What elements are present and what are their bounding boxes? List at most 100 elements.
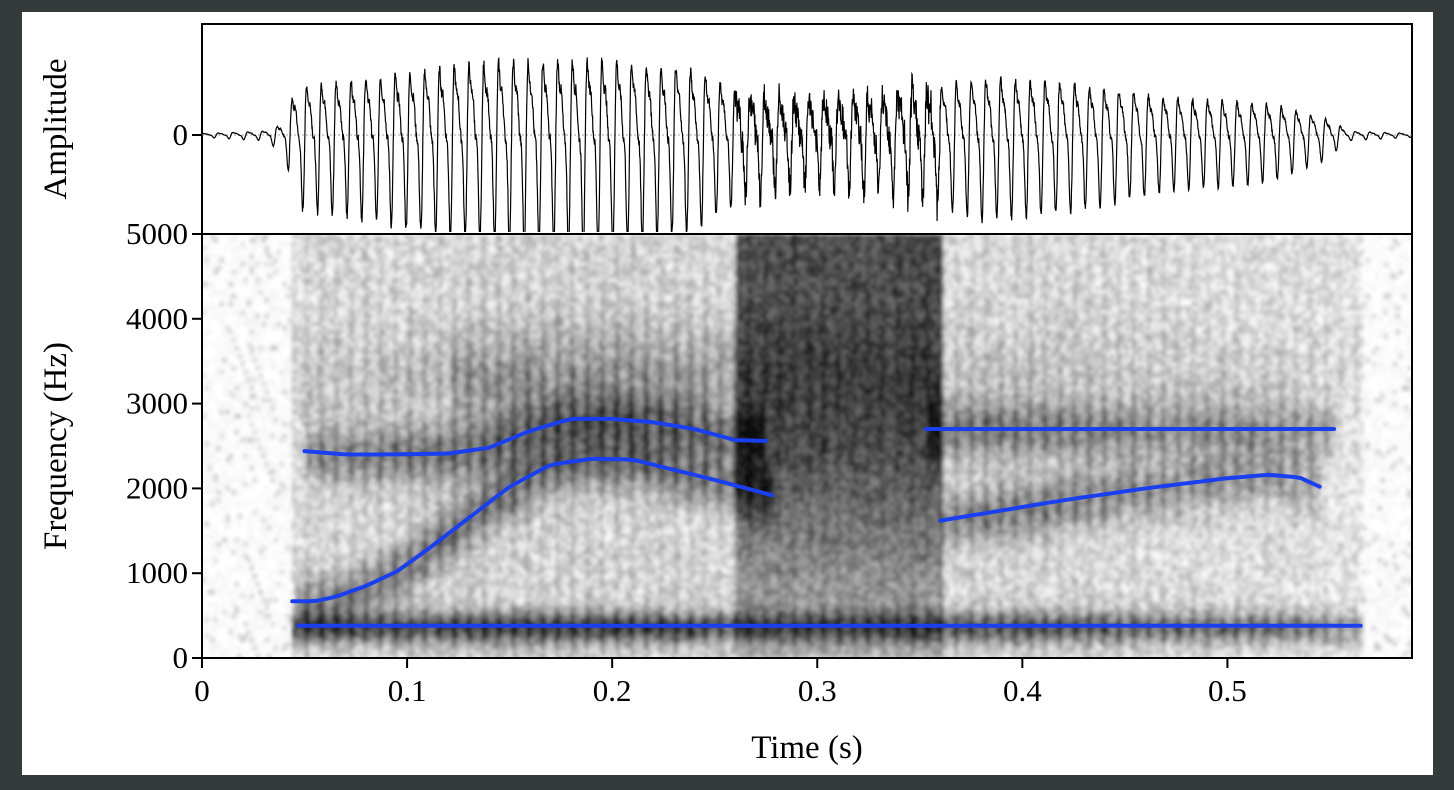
spectrogram-cell (292, 494, 296, 499)
spectrogram-cell (373, 266, 377, 271)
spectrogram-cell (298, 254, 302, 259)
spectrogram-cell (295, 610, 299, 615)
spectrogram-cell (262, 290, 266, 295)
spectrogram-cell (229, 338, 233, 343)
spectrogram-cell (331, 542, 335, 547)
spectrogram-cell (334, 430, 338, 435)
spectrogram-cell (277, 654, 281, 658)
spectrogram-cell (304, 566, 308, 571)
spectrogram-cell (319, 362, 323, 367)
spectrogram-cell (328, 266, 332, 271)
spectrogram-cell (313, 558, 317, 563)
spectrogram-cell (331, 398, 335, 403)
spectrogram-cell (226, 486, 230, 491)
spectrogram-cell (358, 294, 362, 299)
spectrogram-cell (313, 554, 317, 559)
spectrogram-cell (337, 250, 341, 255)
spectrogram-cell (331, 470, 335, 475)
spectrogram-cell (241, 262, 245, 267)
spectrogram-cell (328, 498, 332, 503)
spectrogram-cell (343, 346, 347, 351)
spectrogram-cell (247, 462, 251, 467)
spectrogram-cell (274, 430, 278, 435)
spectrogram-cell (202, 578, 206, 583)
spectrogram-cell (334, 438, 338, 443)
spectrogram-cell (322, 626, 326, 631)
spectrogram-cell (313, 282, 317, 287)
spectrogram-cell (214, 374, 218, 379)
spectrogram-cell (316, 390, 320, 395)
spectrogram-cell (331, 382, 335, 387)
spectrogram-cell (253, 310, 257, 315)
spectrogram-cell (223, 450, 227, 455)
spectrogram-cell (292, 578, 296, 583)
spectrogram-cell (343, 358, 347, 363)
spectrogram-cell (214, 442, 218, 447)
spectrogram-cell (265, 526, 269, 531)
spectrogram-cell (247, 318, 251, 323)
spectrogram-cell (295, 534, 299, 539)
spectrogram-cell (328, 554, 332, 559)
spectrogram-cell (316, 582, 320, 587)
spectrogram-cell (244, 318, 248, 323)
spectrogram-cell (325, 430, 329, 435)
spectrogram-cell (325, 578, 329, 583)
spectrogram-cell (325, 490, 329, 495)
spectrogram-cell (328, 294, 332, 299)
spectrogram-cell (304, 402, 308, 407)
spectrogram-cell (238, 418, 242, 423)
spectrogram-cell (325, 530, 329, 535)
spectrogram-cell (292, 630, 296, 635)
spectrogram-cell (298, 350, 302, 355)
spectrogram-cell (298, 410, 302, 415)
spectrogram-cell (397, 258, 401, 263)
spectrogram-cell (322, 634, 326, 639)
spectrogram-cell (301, 558, 305, 563)
spectrogram-cell (241, 450, 245, 455)
spectrogram-cell (271, 526, 275, 531)
spectrogram-cell (271, 302, 275, 307)
spectrogram-cell (247, 302, 251, 307)
spectrogram-cell (307, 322, 311, 327)
spectrogram-cell (316, 294, 320, 299)
spectrogram-cell (211, 234, 215, 239)
spectrogram-cell (298, 342, 302, 347)
spectrogram-cell (325, 406, 329, 411)
spectrogram-cell (244, 434, 248, 439)
waveform-ytick-label: 0 (173, 117, 189, 152)
spectrogram-cell (250, 482, 254, 487)
spectrogram-cell (298, 326, 302, 331)
spectrogram-cell (331, 266, 335, 271)
spectrogram-cell (319, 614, 323, 619)
spectrogram-cell (322, 498, 326, 503)
spectrogram-cell (247, 522, 251, 527)
spectrogram-cell (268, 346, 272, 351)
spectrogram-cell (322, 446, 326, 451)
spectrogram-cell (232, 478, 236, 483)
spectrogram-cell (286, 542, 290, 547)
spectrogram-cell (220, 518, 224, 523)
spectrogram-cell (310, 490, 314, 495)
spectrogram-cell (211, 306, 215, 311)
spectrogram-cell (277, 486, 281, 491)
spectrogram-cell (250, 518, 254, 523)
spectrogram-cell (343, 378, 347, 383)
spectrogram-cell (250, 346, 254, 351)
spectrogram-cell (205, 570, 209, 575)
spectrogram-cell (322, 578, 326, 583)
spectrogram-cell (304, 486, 308, 491)
spectrogram-cell (298, 422, 302, 427)
spectrogram-cell (283, 562, 287, 567)
spectrogram-cell (307, 462, 311, 467)
spectrogram-cell (295, 342, 299, 347)
spectrogram-cell (262, 594, 266, 599)
spectrogram-cell (244, 554, 248, 559)
spectrogram-cell (310, 510, 314, 515)
spectrogram-cell (205, 410, 209, 415)
spectrogram-cell (256, 438, 260, 443)
spectrogram-cell (331, 506, 335, 511)
spectrogram-cell (319, 250, 323, 255)
spectrogram-cell (340, 574, 344, 579)
spectrogram-cell (265, 486, 269, 491)
spectrogram-cell (301, 270, 305, 275)
